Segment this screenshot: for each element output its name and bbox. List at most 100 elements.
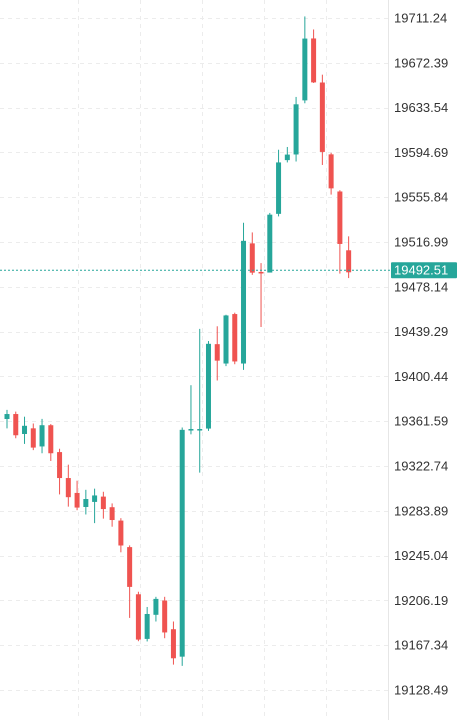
grid-lines [0, 0, 388, 720]
candle-bearish[interactable] [328, 152, 334, 195]
candle-body [135, 594, 141, 640]
candle-body [83, 499, 89, 507]
candle-bearish[interactable] [127, 545, 133, 618]
candle-body [39, 425, 45, 447]
candle-body [241, 240, 247, 364]
candle-bearish[interactable] [162, 596, 168, 639]
candle-bullish[interactable] [39, 418, 45, 454]
y-tick-label: 19633.54 [394, 100, 448, 115]
y-tick-label: 19283.89 [394, 503, 448, 518]
candle-bullish[interactable] [223, 314, 229, 367]
candle-bullish[interactable] [144, 606, 150, 642]
candle-bearish[interactable] [319, 74, 325, 165]
current-price-label: 19492.51 [394, 263, 448, 278]
candle-bullish[interactable] [188, 385, 194, 435]
y-tick-label: 19439.29 [394, 324, 448, 339]
candle-bullish[interactable] [22, 416, 28, 444]
candle-bullish[interactable] [267, 212, 273, 273]
candle-bullish[interactable] [302, 16, 308, 104]
candle-body [30, 428, 36, 448]
candle-bearish[interactable] [74, 480, 80, 511]
candle-body [346, 250, 352, 273]
candles [4, 16, 352, 666]
y-tick-label: 19167.34 [394, 638, 448, 653]
y-tick-label: 19672.39 [394, 55, 448, 70]
candle-bullish[interactable] [276, 149, 282, 217]
candle-body [57, 452, 63, 479]
candle-bullish[interactable] [153, 596, 159, 622]
y-tick-label: 19322.74 [394, 459, 448, 474]
candle-body [170, 629, 176, 659]
candle-bullish[interactable] [4, 409, 10, 429]
price-axis: 19711.24 19672.39 19633.54 19594.69 19555.84… [394, 11, 448, 698]
y-tick-label: 19516.99 [394, 235, 448, 250]
y-tick-label: 19711.24 [394, 11, 447, 26]
candle-body [223, 315, 229, 364]
candle-body [284, 154, 290, 161]
candle-bearish[interactable] [109, 503, 115, 527]
y-tick-label: 19245.04 [394, 548, 448, 563]
candle-bearish[interactable] [65, 464, 71, 507]
candle-body [144, 613, 150, 639]
candle-body [100, 496, 106, 510]
candle-bearish[interactable] [48, 424, 54, 461]
candle-bearish[interactable] [249, 232, 255, 275]
candle-body [205, 343, 211, 429]
candle-body [232, 314, 238, 362]
y-tick-label: 19555.84 [394, 190, 448, 205]
candle-bearish[interactable] [258, 263, 264, 327]
candle-bearish[interactable] [100, 491, 106, 519]
candle-body [118, 520, 124, 546]
candle-body [293, 104, 299, 155]
candle-body [65, 478, 71, 498]
candle-body [74, 492, 80, 508]
candle-body [13, 414, 19, 436]
candle-body [48, 425, 54, 454]
candle-body [328, 154, 334, 189]
candle-body [276, 162, 282, 214]
candle-bullish[interactable] [92, 488, 98, 524]
y-tick-label: 19478.14 [394, 279, 448, 294]
candle-body [179, 429, 185, 657]
candle-bearish[interactable] [118, 518, 124, 553]
candle-body [337, 191, 343, 244]
y-tick-label: 19128.49 [394, 683, 448, 698]
y-tick-label: 19400.44 [394, 369, 448, 384]
candle-body [127, 547, 133, 587]
current-price-label-bg [391, 262, 457, 279]
candle-bearish[interactable] [232, 312, 238, 365]
candle-body [258, 271, 264, 274]
candle-body [162, 600, 168, 633]
candle-body [22, 425, 28, 434]
candle-bearish[interactable] [346, 236, 352, 279]
candle-body [153, 598, 159, 615]
candle-bullish[interactable] [83, 489, 89, 515]
candle-body [311, 38, 317, 83]
candle-bullish[interactable] [197, 328, 203, 473]
candle-bullish[interactable] [205, 341, 211, 431]
candle-body [302, 38, 308, 101]
candle-body [319, 82, 325, 152]
candle-body [267, 214, 273, 273]
candle-bearish[interactable] [135, 591, 141, 642]
candle-bearish[interactable] [311, 29, 317, 83]
candle-bearish[interactable] [30, 423, 36, 451]
candle-body [92, 495, 98, 502]
candle-bearish[interactable] [57, 448, 63, 495]
y-tick-label: 19206.19 [394, 593, 448, 608]
candle-body [249, 243, 255, 273]
candle-bearish[interactable] [214, 326, 220, 381]
candle-body [109, 507, 115, 521]
candle-body [197, 429, 203, 431]
candle-bearish[interactable] [170, 621, 176, 665]
y-tick-label: 19361.59 [394, 414, 448, 429]
candle-bullish[interactable] [179, 427, 185, 666]
candle-bullish[interactable] [293, 96, 299, 162]
candle-bullish[interactable] [284, 146, 290, 163]
candle-body [188, 429, 194, 431]
candle-bearish[interactable] [337, 190, 343, 274]
candle-bullish[interactable] [241, 222, 247, 370]
candle-bearish[interactable] [13, 411, 19, 439]
candle-body [214, 344, 220, 361]
